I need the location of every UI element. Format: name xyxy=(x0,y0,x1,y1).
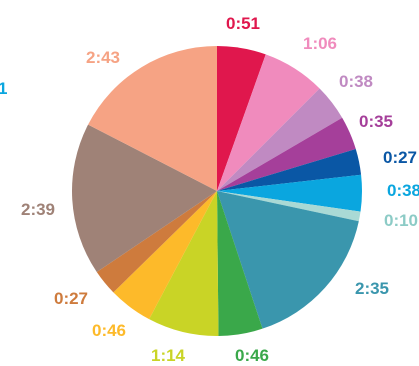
data-label: 1:14 xyxy=(151,346,186,365)
pie-slice xyxy=(217,191,361,222)
pie-slice xyxy=(217,148,362,191)
data-label: 0:38 xyxy=(339,72,373,91)
data-label: 0:27 xyxy=(54,289,88,308)
data-label: 0:38 xyxy=(387,181,419,200)
data-label: 2:39 xyxy=(21,200,55,219)
pie-slice xyxy=(217,191,359,329)
pie-slice xyxy=(217,88,343,191)
pie-slice xyxy=(217,46,266,191)
pie-slice xyxy=(217,54,320,192)
data-label: 0:10 xyxy=(384,211,418,230)
pie-slice xyxy=(88,46,217,191)
pie-slice xyxy=(217,117,356,191)
pie-slice xyxy=(96,191,217,293)
pie-slices xyxy=(71,46,362,336)
data-label: 0:35 xyxy=(359,112,393,131)
data-label-partial: 1 xyxy=(0,79,7,98)
data-label: 1:06 xyxy=(303,34,337,53)
pie-slice xyxy=(217,174,362,212)
data-label: 0:51 xyxy=(226,14,260,33)
pie-labels: 0:511:060:380:350:270:380:102:350:461:14… xyxy=(21,14,419,365)
data-label: 0:46 xyxy=(92,321,126,340)
pie-slice xyxy=(217,191,263,336)
data-label: 0:46 xyxy=(235,346,269,365)
pie-slice xyxy=(149,191,219,336)
pie-slice xyxy=(113,191,217,320)
pie-slice xyxy=(71,124,217,273)
data-label: 2:43 xyxy=(86,48,120,67)
data-label: 2:35 xyxy=(355,279,389,298)
data-label: 0:27 xyxy=(383,148,417,167)
